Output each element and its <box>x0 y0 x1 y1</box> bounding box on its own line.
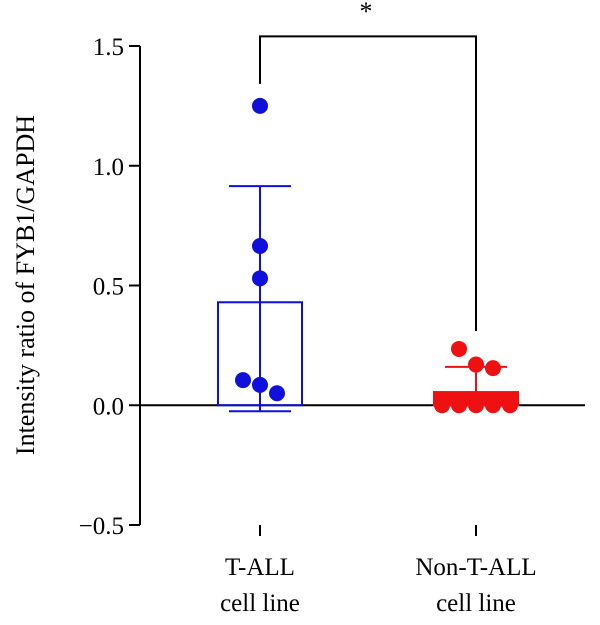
data-point <box>252 270 268 287</box>
data-point <box>468 397 484 414</box>
bars <box>217 185 519 413</box>
y-tick-label: 1.5 <box>93 34 124 61</box>
data-point <box>269 385 285 402</box>
data-point <box>252 97 268 114</box>
data-point <box>485 360 501 377</box>
y-tick-label: 1.0 <box>93 154 124 181</box>
data-point <box>468 356 484 373</box>
x-category-label: cell line <box>436 590 516 617</box>
significance-label: * <box>360 0 373 26</box>
data-point <box>252 376 268 393</box>
axes: −0.5 0.0 0.5 1.0 1.5 T-ALL cell line Non-T-ALL c… <box>79 34 585 617</box>
labels: Intensity ratio of FYB1/GAPDH * <box>11 0 373 455</box>
data-point <box>451 397 467 414</box>
data-points <box>235 97 518 414</box>
data-point <box>485 397 501 414</box>
data-point <box>252 237 268 254</box>
y-axis-label: Intensity ratio of FYB1/GAPDH <box>11 115 40 455</box>
y-tick-label: −0.5 <box>79 513 124 540</box>
x-category-label: cell line <box>220 590 300 617</box>
y-tick-label: 0.5 <box>93 274 124 301</box>
significance-bracket <box>259 35 477 331</box>
data-point <box>434 397 450 414</box>
data-point <box>451 340 467 357</box>
x-category-label: T-ALL <box>225 554 295 581</box>
x-category-label: Non-T-ALL <box>415 554 536 581</box>
data-point <box>235 372 251 389</box>
data-point <box>502 397 518 414</box>
y-tick-label: 0.0 <box>93 393 124 420</box>
